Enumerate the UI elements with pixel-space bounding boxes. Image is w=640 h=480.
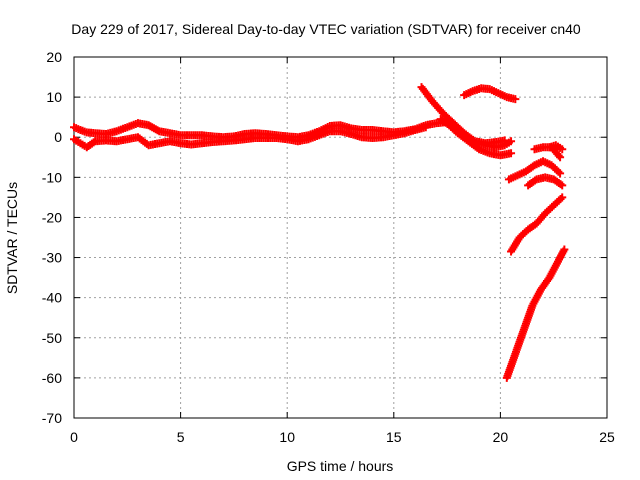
y-tick-label: -30 (42, 250, 62, 266)
series-group (70, 123, 430, 152)
y-tick-label: 10 (46, 89, 62, 105)
axis-ticks: 0 5 10 15 20 25 20 10 0 -10 -20 -30 -40 -50 -60 -70 (42, 49, 615, 445)
y-tick-label: -60 (42, 370, 62, 386)
data-point (558, 193, 567, 202)
y-tick-label: -10 (42, 169, 62, 185)
series-group (530, 143, 565, 162)
y-axis-label: SDTVAR / TECUs (4, 182, 20, 294)
y-tick-label: -20 (42, 209, 62, 225)
y-tick-label: 0 (54, 129, 62, 145)
x-tick-label: 10 (279, 429, 295, 445)
x-axis-label: GPS time / hours (287, 458, 394, 474)
data-point (560, 245, 569, 254)
series-group (475, 137, 516, 152)
y-tick-label: 20 (46, 49, 62, 65)
data-point (421, 123, 430, 132)
data-point (556, 153, 565, 162)
y-tick-label: -70 (42, 410, 62, 426)
grid (74, 57, 607, 418)
series-group (460, 84, 520, 104)
x-tick-label: 25 (599, 429, 615, 445)
data-point (558, 145, 567, 154)
data-point (558, 181, 567, 190)
series-group (504, 157, 565, 184)
data-point (511, 95, 520, 104)
plot-frame (73, 56, 608, 419)
data-point (507, 137, 516, 146)
y-tick-label: -50 (42, 330, 62, 346)
chart-title: Day 229 of 2017, Sidereal Day-to-day VTE… (71, 21, 581, 37)
data-point (507, 149, 516, 158)
series-group (507, 193, 567, 256)
x-tick-label: 20 (493, 429, 509, 445)
data-point (556, 169, 565, 178)
series-group (524, 173, 567, 190)
series-group (502, 245, 569, 382)
y-tick-label: -40 (42, 290, 62, 306)
data-points (70, 83, 569, 382)
x-tick-label: 5 (177, 429, 185, 445)
x-tick-label: 0 (70, 429, 78, 445)
x-tick-label: 15 (386, 429, 402, 445)
